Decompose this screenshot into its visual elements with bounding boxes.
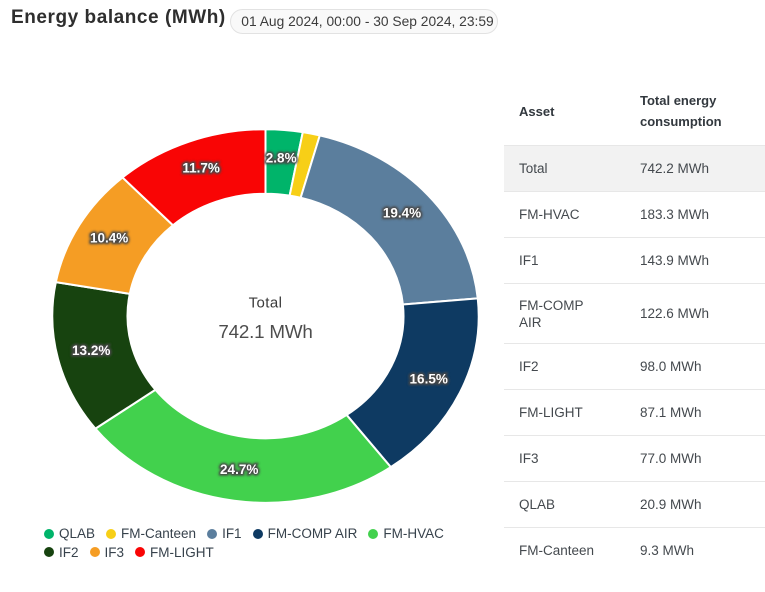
svg-text:16.5%: 16.5% xyxy=(410,372,448,387)
svg-text:2.8%: 2.8% xyxy=(266,151,297,166)
svg-text:19.4%: 19.4% xyxy=(383,205,421,220)
svg-text:24.7%: 24.7% xyxy=(220,462,258,477)
svg-text:19.4%: 19.4% xyxy=(383,205,421,220)
svg-text:24.7%: 24.7% xyxy=(220,462,258,477)
svg-text:2.8%: 2.8% xyxy=(266,151,297,166)
svg-text:10.4%: 10.4% xyxy=(90,230,128,245)
svg-text:11.7%: 11.7% xyxy=(182,161,220,176)
svg-text:13.2%: 13.2% xyxy=(72,343,110,358)
svg-text:11.7%: 11.7% xyxy=(182,161,220,176)
svg-text:13.2%: 13.2% xyxy=(72,343,110,358)
svg-text:10.4%: 10.4% xyxy=(90,230,128,245)
svg-text:16.5%: 16.5% xyxy=(410,372,448,387)
